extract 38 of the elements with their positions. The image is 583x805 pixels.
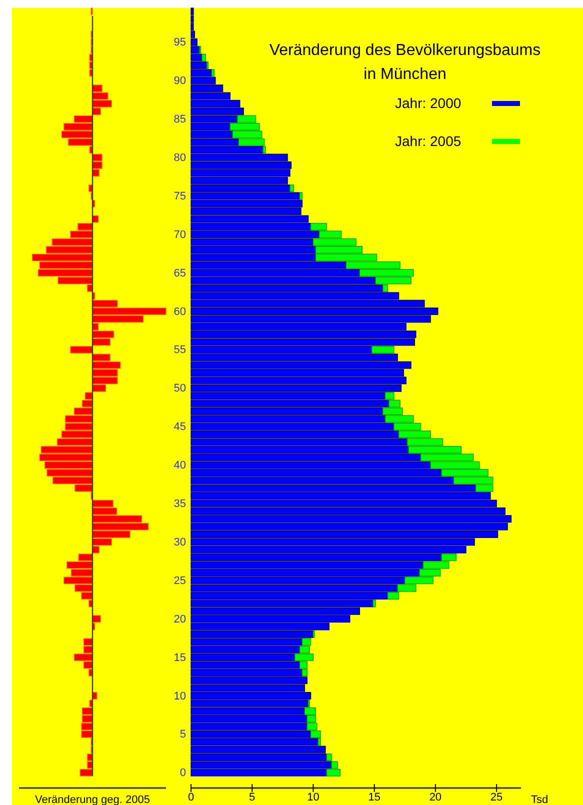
y-tick-label: 65 xyxy=(174,267,186,280)
y-tick-label: 10 xyxy=(174,690,186,702)
y-tick-label: 75 xyxy=(174,190,186,202)
y-tick-label: 30 xyxy=(174,536,186,548)
x-tick-label: 15 xyxy=(368,792,380,804)
x-tick-label: 0 xyxy=(188,792,194,804)
y-tick-label: 95 xyxy=(174,36,186,49)
legend-label: Jahr: 2000 xyxy=(395,95,462,111)
bar xyxy=(211,69,215,77)
y-tick-label: 35 xyxy=(174,498,186,510)
x-tick-label: 20 xyxy=(429,792,442,804)
y-tick-label: 20 xyxy=(174,613,186,626)
y-tick-label: 25 xyxy=(174,574,186,587)
y-tick-label: 85 xyxy=(174,114,186,126)
y-tick-label: 50 xyxy=(174,382,186,395)
bar xyxy=(372,600,376,608)
y-tick-label: 45 xyxy=(174,421,186,434)
y-tick-label: 0 xyxy=(180,767,186,780)
y-tick-label: 60 xyxy=(174,306,186,318)
y-tick-label: 15 xyxy=(174,652,186,664)
bar xyxy=(372,346,394,354)
y-tick-label: 40 xyxy=(174,460,186,472)
x-axis-title: Tsd xyxy=(531,794,548,805)
bar xyxy=(290,184,294,192)
x-tick-label: 5 xyxy=(249,792,256,804)
bar xyxy=(70,346,93,354)
x-tick-label: 10 xyxy=(307,792,320,804)
bar xyxy=(299,192,303,200)
x-axis-title: Veränderung geg. 2005 xyxy=(35,794,150,805)
y-tick-label: 70 xyxy=(174,228,186,241)
y-tick-label: 5 xyxy=(180,728,186,741)
x-tick-label: 25 xyxy=(490,792,503,804)
y-tick-label: 80 xyxy=(174,152,186,164)
legend-label: Jahr: 2005 xyxy=(395,133,462,149)
text: Veränderung des Bevölkerungsbaums in München xyxy=(269,42,541,83)
y-tick-label: 90 xyxy=(174,75,186,88)
bar xyxy=(202,54,206,62)
y-tick-label: 55 xyxy=(174,344,186,356)
